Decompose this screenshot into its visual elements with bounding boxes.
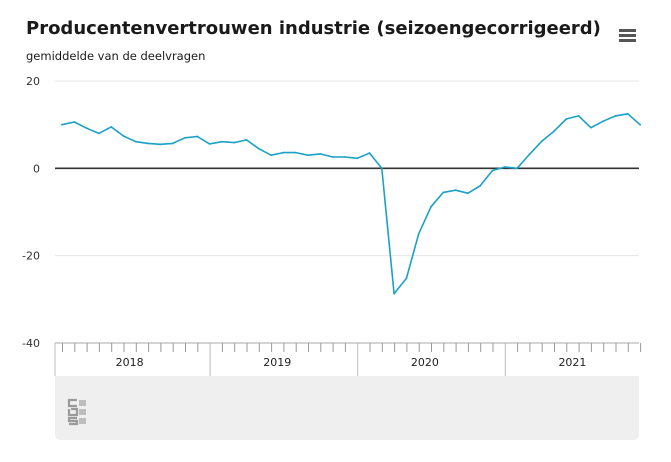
x-year-label: 2018 [116, 356, 144, 369]
data-point [393, 292, 395, 295]
data-point [417, 232, 420, 235]
data-point [233, 141, 236, 144]
data-point [159, 143, 162, 146]
chart-subtitle: gemiddelde van de deelvragen [26, 49, 206, 63]
data-point [147, 142, 150, 145]
data-point [245, 139, 248, 141]
data-point [294, 151, 297, 154]
data-point [368, 152, 371, 154]
menu-bar [619, 34, 636, 37]
data-point [134, 140, 137, 143]
y-tick-label: -40 [22, 337, 40, 350]
data-point [553, 130, 555, 133]
data-point [540, 140, 543, 143]
data-point [196, 135, 199, 138]
data-point [467, 192, 469, 195]
data-point [614, 115, 617, 117]
data-point [356, 157, 359, 160]
data-point [221, 140, 223, 143]
data-point [405, 277, 408, 280]
data-point [442, 191, 445, 194]
data-point [110, 125, 113, 128]
data-point [257, 147, 260, 150]
grid-lines [55, 80, 639, 344]
data-point [85, 127, 88, 130]
data-point [590, 126, 592, 129]
data-point [282, 151, 285, 154]
series-layer [61, 112, 641, 295]
data-point [577, 115, 580, 117]
data-point [626, 112, 629, 115]
data-point [270, 154, 272, 157]
data-point [184, 136, 186, 139]
y-tick-label: 20 [26, 75, 40, 88]
data-point [61, 123, 63, 126]
data-point [380, 167, 383, 170]
y-tick-label: 0 [33, 162, 40, 175]
data-point [122, 135, 125, 137]
y-axis-labels: 20 0 -20 -40 [22, 75, 40, 350]
y-tick-label: -20 [22, 250, 40, 263]
data-point [331, 156, 334, 158]
data-point [491, 169, 494, 172]
chart-title: Producentenvertrouwen industrie (seizoen… [26, 18, 601, 39]
x-year-label: 2021 [558, 356, 586, 369]
menu-bar [619, 29, 636, 32]
data-point [73, 121, 76, 123]
data-point [516, 167, 518, 170]
data-point [528, 153, 531, 156]
data-point [639, 123, 641, 126]
data-point [171, 142, 174, 145]
data-point [454, 189, 457, 192]
menu-bar [619, 39, 636, 42]
cbs-logo-icon [67, 398, 86, 426]
data-point [98, 132, 100, 135]
data-point [430, 205, 432, 208]
hamburger-menu-icon[interactable] [614, 24, 642, 48]
data-point [344, 156, 346, 158]
x-year-label: 2020 [411, 356, 439, 369]
data-point [503, 166, 506, 168]
data-point [565, 118, 568, 120]
data-point [479, 184, 482, 187]
chart-footer [55, 376, 639, 440]
x-axis: 2018 2019 2020 2021 [54, 342, 642, 376]
data-point [307, 154, 309, 157]
data-point [319, 153, 322, 155]
series-line [61, 113, 641, 295]
data-point [602, 120, 605, 123]
x-year-label: 2019 [263, 356, 291, 369]
data-point [208, 142, 211, 145]
